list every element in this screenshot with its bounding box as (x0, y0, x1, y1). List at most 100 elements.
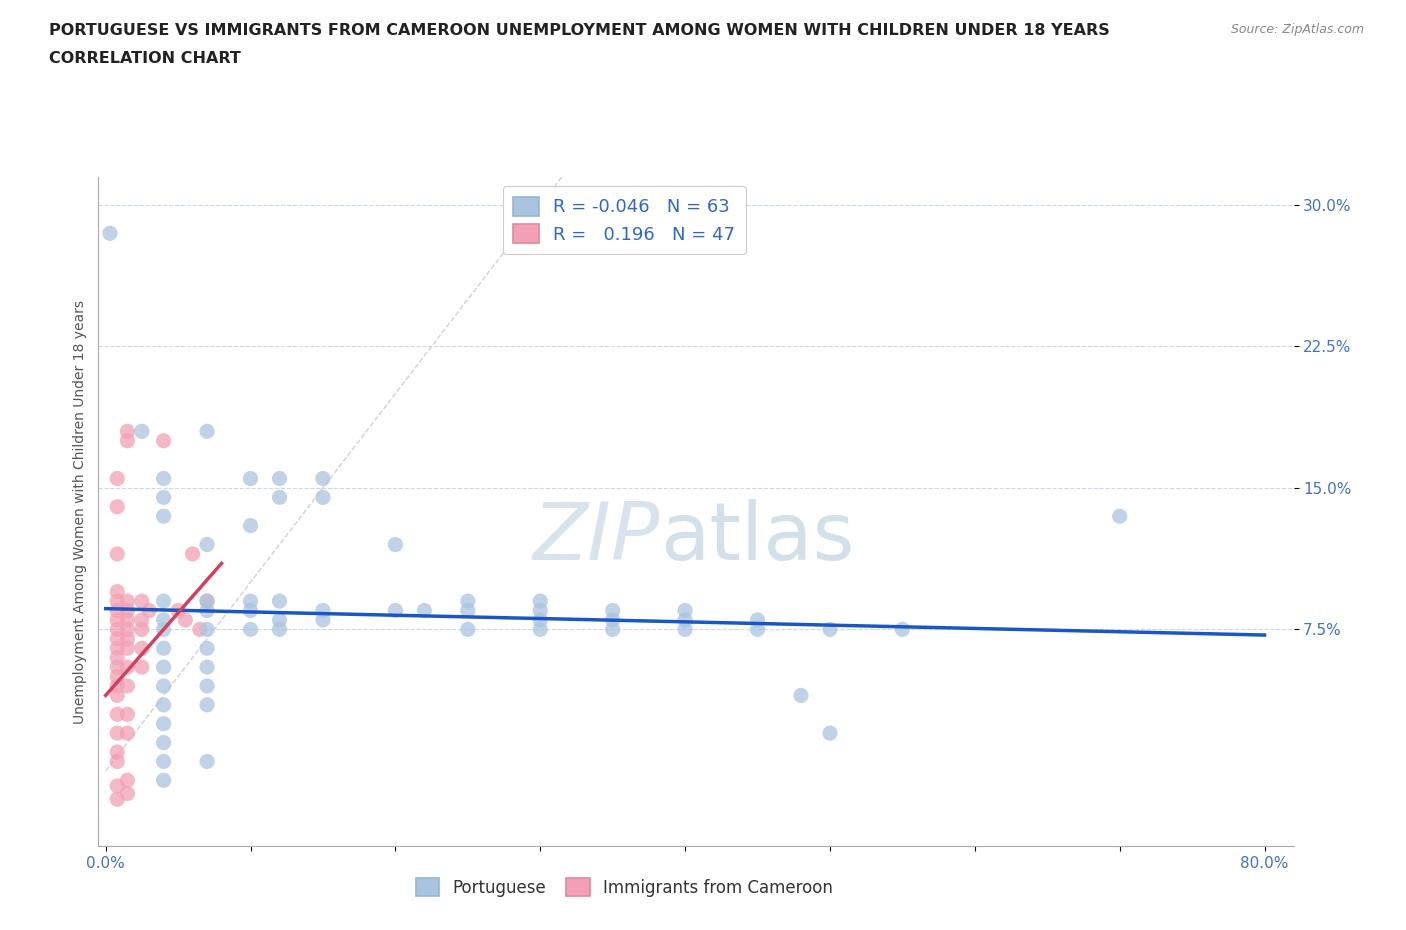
Point (131, 622, 153, 637)
Point (152, 593, 174, 608)
Point (152, 641, 174, 656)
Point (131, 593, 153, 608)
Point (529, 622, 551, 637)
Point (384, 603, 406, 618)
Point (818, 622, 841, 637)
Point (239, 622, 262, 637)
Point (105, 593, 128, 608)
Point (195, 593, 218, 608)
Point (602, 622, 624, 637)
Point (602, 613, 624, 628)
Point (747, 613, 769, 628)
Point (529, 593, 551, 608)
Point (269, 490, 291, 505)
Text: PORTUGUESE VS IMMIGRANTS FROM CAMEROON UNEMPLOYMENT AMONG WOMEN WITH CHILDREN UN: PORTUGUESE VS IMMIGRANTS FROM CAMEROON U… (49, 23, 1109, 38)
Point (117, 786, 139, 801)
Point (174, 613, 197, 628)
Point (457, 603, 479, 618)
Point (152, 735, 174, 750)
Point (152, 433, 174, 448)
Point (117, 707, 139, 722)
Point (105, 754, 128, 769)
Text: Source: ZipAtlas.com: Source: ZipAtlas.com (1230, 23, 1364, 36)
Point (117, 725, 139, 740)
Point (529, 603, 551, 618)
Point (131, 641, 153, 656)
Point (105, 688, 128, 703)
Point (195, 754, 218, 769)
Point (98, 226, 121, 241)
Point (117, 603, 139, 618)
Point (384, 537, 406, 551)
Point (195, 698, 218, 712)
Point (188, 622, 211, 637)
Point (1108, 509, 1130, 524)
Point (152, 509, 174, 524)
Point (117, 433, 139, 448)
Point (105, 659, 128, 674)
Point (117, 773, 139, 788)
Point (105, 679, 128, 694)
Point (105, 650, 128, 665)
Point (790, 688, 813, 703)
Point (269, 613, 291, 628)
Point (105, 745, 128, 760)
Point (195, 659, 218, 674)
Point (105, 472, 128, 486)
Point (818, 725, 841, 740)
Point (152, 622, 174, 637)
Point (138, 603, 160, 618)
Point (131, 613, 153, 628)
Point (117, 622, 139, 637)
Point (312, 613, 335, 628)
Point (312, 603, 335, 618)
Point (195, 679, 218, 694)
Point (131, 659, 153, 674)
Point (117, 593, 139, 608)
Point (152, 472, 174, 486)
Point (239, 593, 262, 608)
Point (117, 659, 139, 674)
Point (239, 603, 262, 618)
Point (195, 603, 218, 618)
Point (269, 622, 291, 637)
Point (747, 622, 769, 637)
Point (181, 547, 204, 562)
Point (105, 622, 128, 637)
Point (131, 424, 153, 439)
Point (105, 631, 128, 646)
Point (105, 707, 128, 722)
Point (117, 641, 139, 656)
Point (152, 659, 174, 674)
Point (152, 754, 174, 769)
Point (117, 613, 139, 628)
Point (105, 584, 128, 599)
Point (152, 698, 174, 712)
Point (891, 622, 914, 637)
Text: ZIP: ZIP (533, 499, 661, 578)
Point (457, 622, 479, 637)
Point (105, 725, 128, 740)
Point (195, 424, 218, 439)
Point (117, 424, 139, 439)
Point (152, 490, 174, 505)
Point (529, 613, 551, 628)
Point (105, 641, 128, 656)
Point (105, 791, 128, 806)
Point (195, 593, 218, 608)
Point (105, 603, 128, 618)
Point (152, 773, 174, 788)
Point (152, 679, 174, 694)
Text: atlas: atlas (661, 499, 855, 578)
Point (152, 716, 174, 731)
Point (673, 622, 696, 637)
Point (673, 603, 696, 618)
Point (105, 547, 128, 562)
Point (195, 622, 218, 637)
Point (457, 593, 479, 608)
Point (269, 593, 291, 608)
Point (312, 490, 335, 505)
Point (673, 613, 696, 628)
Point (602, 603, 624, 618)
Point (152, 613, 174, 628)
